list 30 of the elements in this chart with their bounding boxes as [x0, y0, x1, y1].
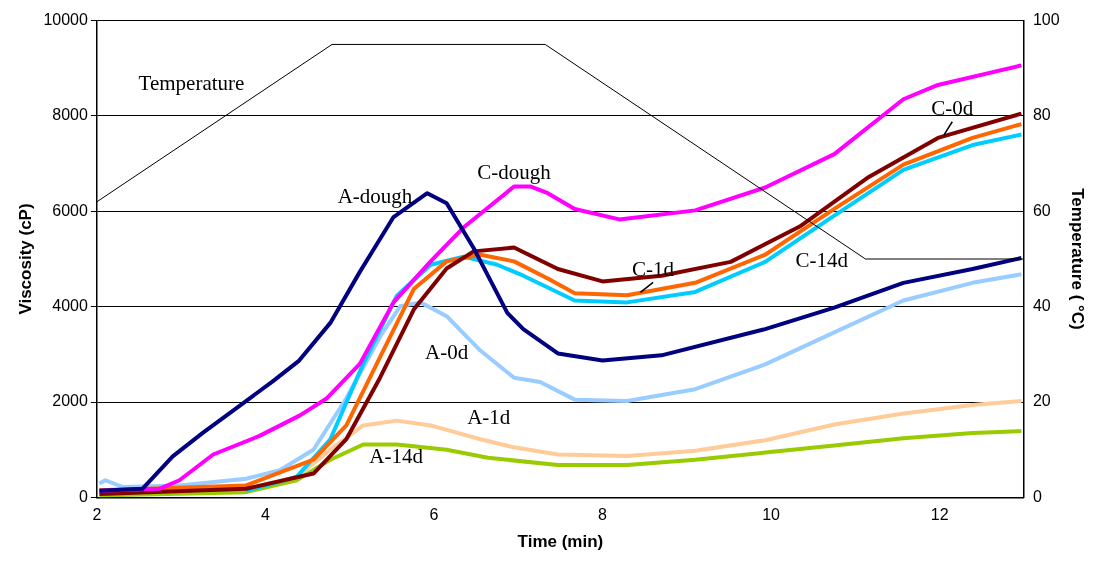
- y2-tick-label: 40: [1032, 297, 1051, 315]
- series-label: A-dough: [337, 183, 413, 208]
- y2-tick-label: 80: [1032, 106, 1051, 124]
- x-tick-label: 8: [598, 506, 608, 524]
- y2-tick-label: 20: [1032, 392, 1051, 410]
- x-tick-label: 2: [92, 506, 102, 524]
- series-label: Temperature: [138, 71, 245, 96]
- x-tick-label: 12: [930, 506, 949, 524]
- x-axis-title: Time (min): [517, 532, 604, 552]
- y-tick-label: 8000: [52, 106, 88, 124]
- x-tick-label: 4: [260, 506, 270, 524]
- y-tick-label: 4000: [52, 297, 88, 315]
- y2-axis-title: Temperature ( °C): [1068, 188, 1088, 330]
- series-label: C-0d: [931, 96, 974, 121]
- series-label: C-14d: [795, 247, 849, 272]
- series-label: A-0d: [425, 339, 469, 364]
- x-tick-label: 10: [762, 506, 781, 524]
- y2-tick-label: 100: [1032, 11, 1060, 29]
- y2-tick-label: 60: [1032, 201, 1051, 219]
- y-tick-label: 10000: [43, 11, 88, 29]
- series-label: C-1d: [632, 256, 675, 281]
- y2-tick-label: 0: [1032, 487, 1042, 505]
- y-tick-label: 2000: [52, 392, 88, 410]
- series-label: A-14d: [369, 444, 424, 469]
- series-label: C-dough: [477, 159, 552, 184]
- series-label: A-1d: [467, 405, 511, 430]
- y-tick-label: 6000: [52, 201, 88, 219]
- x-tick-label: 6: [429, 506, 439, 524]
- y-tick-label: 0: [78, 487, 88, 505]
- y-axis-title: Viscosity (cP): [15, 203, 35, 315]
